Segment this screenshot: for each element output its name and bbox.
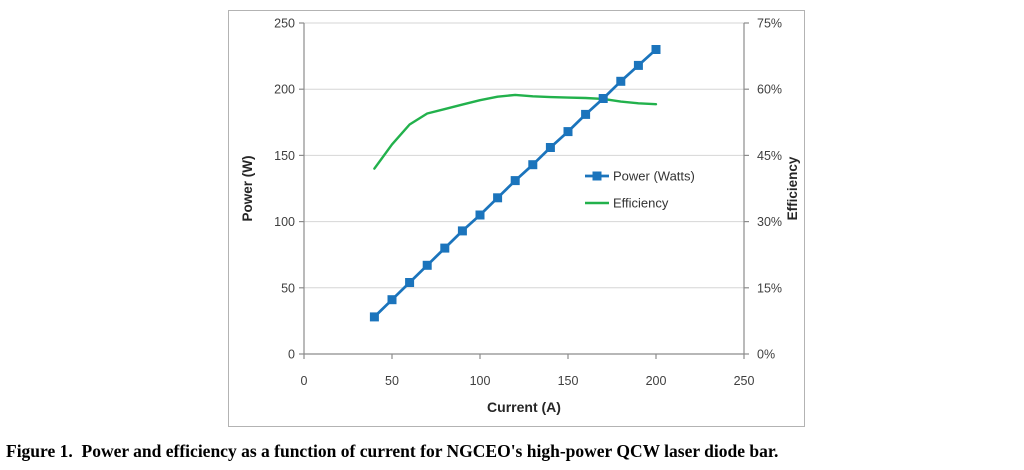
power-series-marker [405,278,415,287]
power-series-marker [528,160,538,170]
left-tick-label: 150 [274,149,295,163]
legend-power-marker [592,171,602,181]
left-tick-label: 0 [288,348,295,362]
power-series-marker [475,210,485,220]
right-tick-label: 0% [757,348,775,362]
left-tick-label: 200 [274,83,295,97]
left-tick-label: 100 [274,215,295,229]
power-series-marker [598,94,608,103]
right-tick-label: 75% [757,17,782,31]
right-tick-label: 15% [757,281,782,295]
power-series-marker [581,109,591,119]
x-tick-label: 250 [734,374,755,388]
right-tick-label: 45% [757,149,782,163]
left-tick-label: 250 [274,17,295,31]
power-series-marker [369,312,379,322]
left-tick-label: 50 [281,281,295,295]
x-tick-label: 50 [385,374,399,388]
power-series-marker [563,127,573,137]
power-series-marker [545,143,555,152]
power-series-marker [422,260,432,270]
x-tick-label: 200 [646,374,667,388]
x-axis-title: Current (A) [487,399,561,415]
right-tick-label: 60% [757,83,782,97]
x-tick-label: 150 [558,374,579,388]
right-axis-title: Efficiency [785,156,800,220]
power-series-marker [457,226,467,236]
power-series-marker [510,176,520,186]
power-series-marker [387,295,397,305]
power-series-marker [651,45,661,54]
power-series-marker [440,243,450,253]
legend: Power (Watts) Efficiency [585,169,695,211]
power-series-marker [616,76,626,86]
x-tick-label: 100 [470,374,491,388]
left-axis-title: Power (W) [240,156,255,222]
legend-efficiency-label: Efficiency [613,196,669,211]
power-series-marker [493,193,503,203]
right-tick-label: 30% [757,215,782,229]
x-tick-label: 0 [301,374,308,388]
legend-power-label: Power (Watts) [613,169,695,184]
figure-caption: Figure 1. Power and efficiency as a func… [6,441,779,461]
efficiency-series-line [373,93,658,170]
chart-frame: 0 50 100 150 200 250 0% 15% 30% 45% 60% 75% 0 50 100 15… [228,10,805,427]
power-series-marker [633,60,643,70]
